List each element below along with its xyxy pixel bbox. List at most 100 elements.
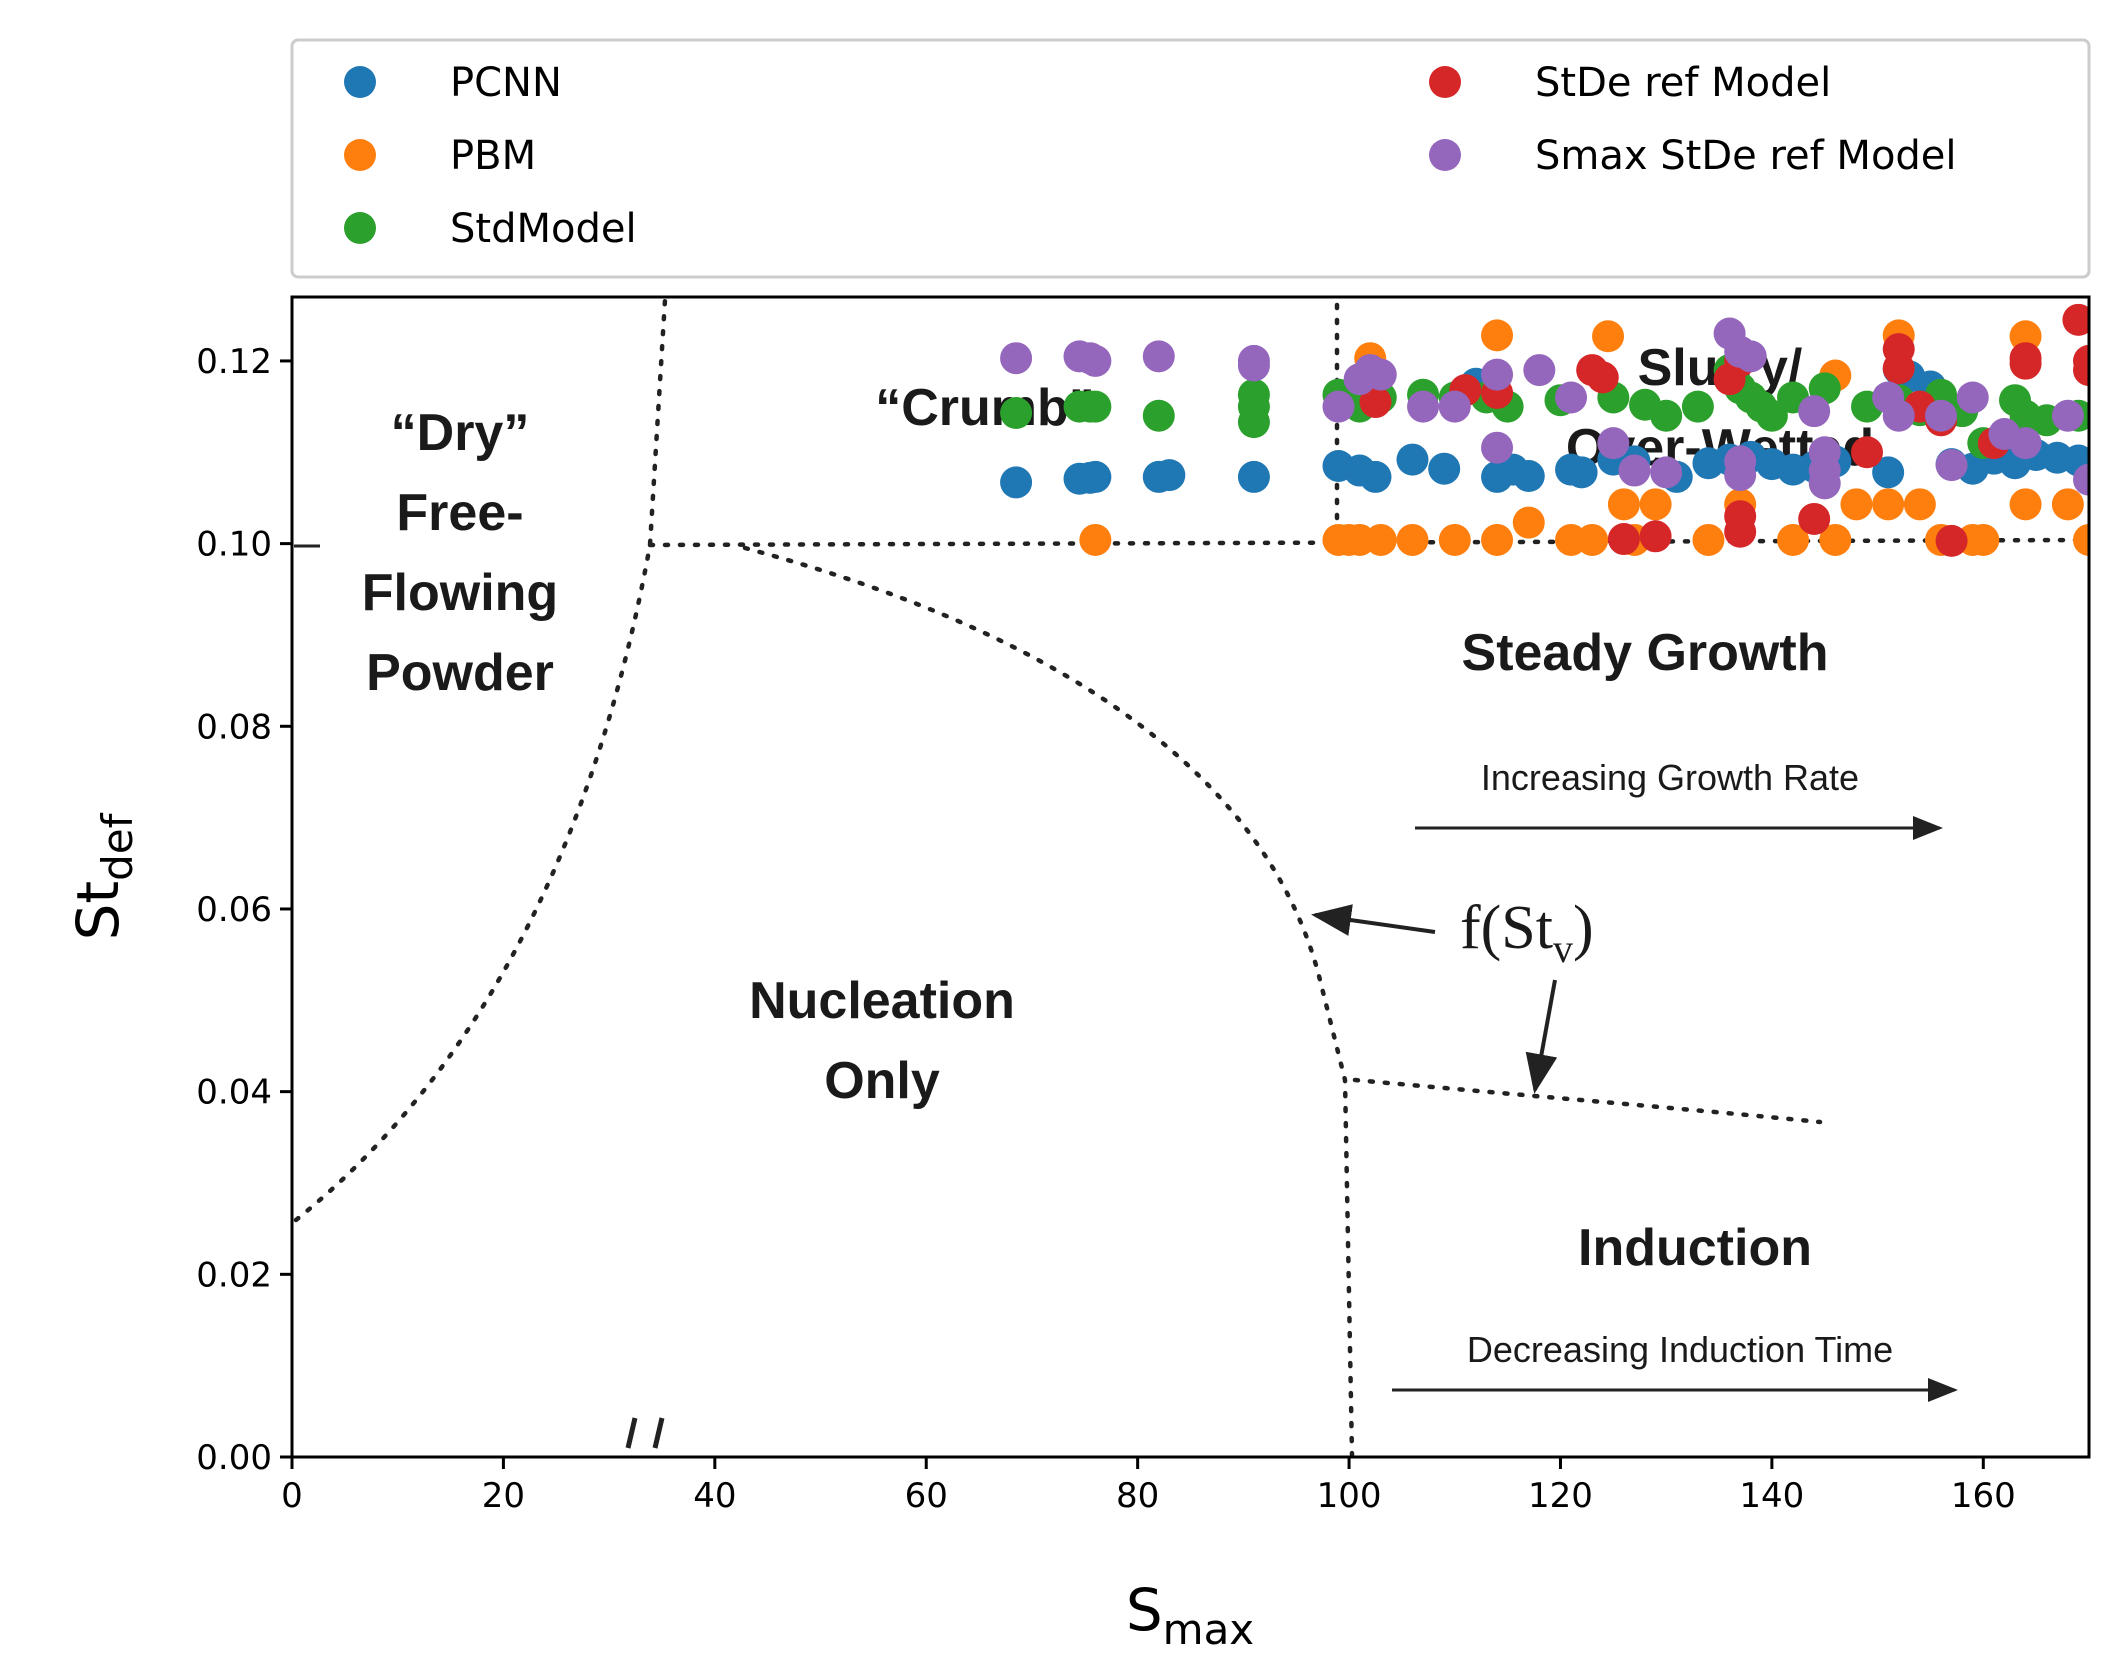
- legend-marker: [344, 212, 376, 244]
- label-dry-4: Powder: [366, 644, 554, 702]
- x-tick-label: 140: [1739, 1476, 1804, 1516]
- point-smax-stde-ref-model: [1438, 390, 1471, 423]
- point-stde-ref-model: [1359, 386, 1392, 419]
- point-pbm: [1819, 523, 1852, 556]
- point-pcnn: [1396, 443, 1429, 476]
- x-tick-label: 160: [1951, 1476, 2016, 1516]
- y-tick-label: 0.06: [196, 890, 272, 930]
- label-function: f(Stv): [1460, 894, 1594, 971]
- y-tick-label: 0.08: [196, 707, 272, 747]
- point-smax-stde-ref-model: [1882, 399, 1915, 432]
- point-stde-ref-model: [1798, 502, 1831, 535]
- point-smax-stde-ref-model: [1734, 340, 1767, 373]
- point-pcnn: [1428, 452, 1461, 485]
- point-pbm: [1872, 488, 1905, 521]
- point-pbm: [1777, 523, 1810, 556]
- x-tick-label: 120: [1528, 1476, 1593, 1516]
- point-pbm: [1481, 319, 1514, 352]
- x-tick-label: 60: [905, 1476, 948, 1516]
- label-induction: Induction: [1578, 1219, 1812, 1277]
- point-smax-stde-ref-model: [1798, 395, 1831, 428]
- legend-label: Smax StDe ref Model: [1535, 133, 1957, 179]
- point-stde-ref-model: [1882, 352, 1915, 385]
- legend-label: PCNN: [450, 60, 562, 106]
- label-induction-time: Decreasing Induction Time: [1467, 1329, 1893, 1370]
- point-stdmodel: [1237, 406, 1270, 439]
- point-pbm: [1481, 523, 1514, 556]
- x-tick-label: 20: [482, 1476, 525, 1516]
- point-pbm: [1364, 523, 1397, 556]
- y-tick-label: 0.02: [196, 1255, 272, 1295]
- point-pbm: [1607, 488, 1640, 521]
- legend-marker: [1429, 66, 1461, 98]
- point-smax-stde-ref-model: [1935, 449, 1968, 482]
- point-smax-stde-ref-model: [1523, 354, 1556, 387]
- y-tick-label: 0.12: [196, 342, 272, 382]
- point-smax-stde-ref-model: [1925, 399, 1958, 432]
- point-smax-stde-ref-model: [1322, 390, 1355, 423]
- bottom-mark: [625, 1417, 665, 1449]
- point-pbm: [1639, 488, 1672, 521]
- point-stde-ref-model: [2009, 347, 2042, 380]
- y-axis-ticks: 0.00 0.02 0.04 0.06 0.08 0.10 0.12: [196, 342, 292, 1478]
- induction-boundary: [1352, 1077, 1823, 1125]
- point-stde-ref-model: [1724, 515, 1757, 548]
- point-smax-stde-ref-model: [2073, 463, 2089, 496]
- plot-frame: [290, 295, 2091, 1459]
- label-steady-growth: Steady Growth: [1462, 624, 1829, 682]
- point-stde-ref-model: [1935, 524, 1968, 557]
- legend-marker: [344, 66, 376, 98]
- legend-box: [290, 38, 2091, 279]
- point-pcnn: [1237, 460, 1270, 493]
- point-pbm: [1438, 523, 1471, 556]
- function-arrow-down: [1525, 979, 1558, 1094]
- point-pbm: [2073, 523, 2089, 556]
- point-pbm: [1592, 320, 1625, 353]
- point-stdmodel: [1755, 399, 1788, 432]
- point-pcnn: [1872, 456, 1905, 489]
- nucleation-boundary-curve: [742, 545, 1355, 1457]
- dry-boundary: [293, 297, 668, 1223]
- point-pbm: [1079, 523, 1112, 556]
- label-dry-1: “Dry”: [391, 404, 530, 462]
- point-stdmodel: [1079, 390, 1112, 423]
- point-smax-stde-ref-model: [1597, 427, 1630, 460]
- point-smax-stde-ref-model: [1364, 358, 1397, 391]
- point-stde-ref-model: [2073, 354, 2089, 387]
- scatter-points: [1000, 297, 2089, 557]
- point-smax-stde-ref-model: [1481, 431, 1514, 464]
- x-tick-label: 0: [281, 1476, 303, 1516]
- point-pbm: [1840, 488, 1873, 521]
- label-nucleation-1: Nucleation: [749, 972, 1015, 1030]
- point-pbm: [1512, 506, 1545, 539]
- point-smax-stde-ref-model: [2051, 399, 2084, 432]
- label-nucleation-2: Only: [824, 1052, 940, 1110]
- point-pcnn: [1079, 460, 1112, 493]
- legend-label: StdModel: [450, 206, 637, 252]
- point-smax-stde-ref-model: [1956, 381, 1989, 414]
- point-smax-stde-ref-model: [1481, 358, 1514, 391]
- point-stdmodel: [1650, 399, 1683, 432]
- point-pbm: [1903, 488, 1936, 521]
- point-stdmodel: [1000, 397, 1033, 429]
- x-axis-title: Smax: [1126, 1576, 1254, 1654]
- point-pcnn: [1153, 459, 1186, 492]
- point-stde-ref-model: [1607, 523, 1640, 556]
- point-smax-stde-ref-model: [1555, 381, 1588, 414]
- point-smax-stde-ref-model: [1407, 390, 1440, 423]
- nucleation-boundary-horizontal: [647, 537, 2088, 548]
- point-stde-ref-model: [1639, 520, 1672, 553]
- x-tick-label: 100: [1317, 1476, 1382, 1516]
- point-pcnn: [1359, 460, 1392, 493]
- point-stde-ref-model: [1851, 436, 1884, 469]
- legend-marker: [344, 139, 376, 171]
- x-tick-label: 80: [1116, 1476, 1159, 1516]
- label-crumb: “Crumb”: [875, 379, 1095, 437]
- y-tick-label: 0.00: [196, 1438, 272, 1478]
- point-pcnn: [1000, 466, 1033, 499]
- y-axis-title: Stdef: [64, 812, 142, 940]
- point-smax-stde-ref-model: [1142, 340, 1175, 373]
- point-smax-stde-ref-model: [1000, 342, 1033, 375]
- y-tick-label: 0.10: [196, 525, 272, 565]
